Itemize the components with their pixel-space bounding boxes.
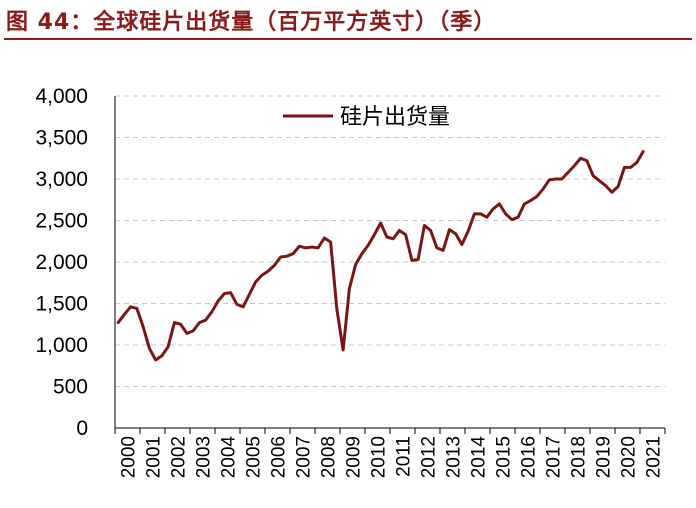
y-tick-label: 0 xyxy=(76,417,88,440)
x-tick-label: 2000 xyxy=(119,436,140,478)
x-tick-label: 2012 xyxy=(419,436,440,478)
x-tick-label: 2009 xyxy=(344,436,365,478)
series-layer xyxy=(116,150,645,362)
x-tick-label: 2004 xyxy=(219,436,240,479)
series-line-silicon-wafer-shipments xyxy=(116,150,645,362)
x-tick-label: 2015 xyxy=(494,436,515,478)
y-tick-label: 3,000 xyxy=(35,168,88,191)
x-tick-label: 2011 xyxy=(394,436,415,477)
x-tick-label: 2019 xyxy=(594,436,615,478)
x-tick-label: 2008 xyxy=(319,436,340,478)
x-tick-label: 2003 xyxy=(194,436,215,478)
line-chart: 05001,0001,5002,0002,5003,0003,5004,000 … xyxy=(35,85,666,479)
x-tick-label: 2020 xyxy=(619,436,640,478)
legend-label: 硅片出货量 xyxy=(340,105,450,130)
x-tick-label: 2021 xyxy=(644,436,665,478)
x-tick-label: 2010 xyxy=(369,436,390,478)
title-divider xyxy=(4,38,692,40)
x-tick-label: 2007 xyxy=(294,436,315,478)
x-tick-label: 2002 xyxy=(169,436,190,478)
legend: 硅片出货量 xyxy=(283,105,450,130)
x-tick-label: 2017 xyxy=(544,436,565,478)
x-tick-label: 2018 xyxy=(569,436,590,478)
x-tick-label: 2016 xyxy=(519,436,540,478)
x-tick-label: 2013 xyxy=(444,436,465,478)
figure-header: 图 44：全球硅片出货量（百万平方英寸）（季） xyxy=(0,0,696,44)
y-tick-label: 1,500 xyxy=(35,293,88,316)
y-tick-label: 3,500 xyxy=(35,127,88,150)
y-axis-ticks: 0 500 1,000 1,500 2,000 2,500 3,000 3,500 4,000 xyxy=(35,85,88,440)
x-tick-label: 2001 xyxy=(144,436,165,478)
y-tick-label: 500 xyxy=(53,376,88,399)
x-axis-ticks: 2000 2001 2002 2003 2004 2005 2006 2007 2008 2009… xyxy=(119,436,665,479)
x-tick-label: 2005 xyxy=(244,436,265,478)
y-tick-label: 4,000 xyxy=(35,85,88,108)
y-tick-label: 1,000 xyxy=(35,334,88,357)
gridlines xyxy=(115,95,665,387)
figure-title: 图 44：全球硅片出货量（百万平方英寸）（季） xyxy=(6,10,497,35)
x-tick-label: 2006 xyxy=(269,436,290,478)
y-tick-label: 2,500 xyxy=(35,210,88,233)
x-tick-label: 2014 xyxy=(469,436,490,479)
y-tick-label: 2,000 xyxy=(35,251,88,274)
axes xyxy=(114,96,666,434)
